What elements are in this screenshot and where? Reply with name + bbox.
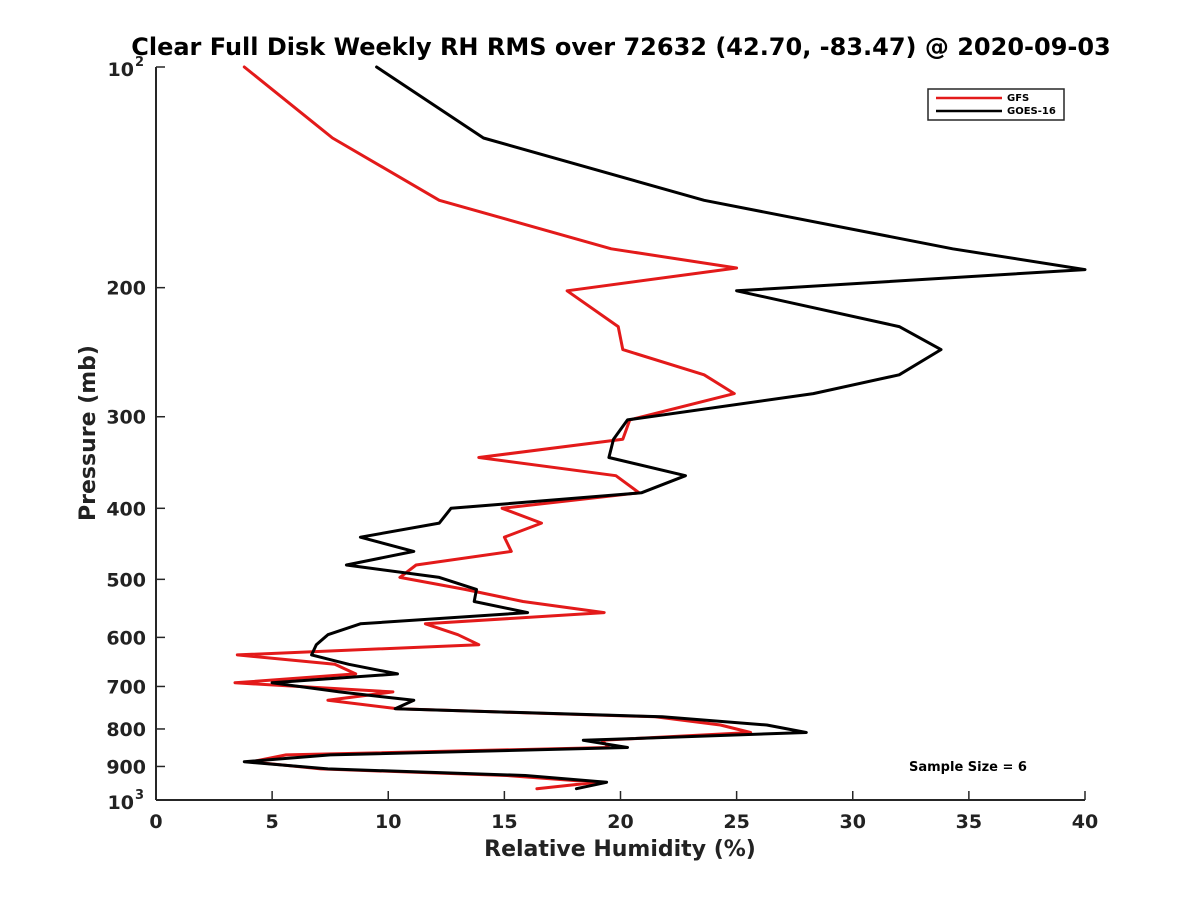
y-tick-label: 600 — [106, 627, 146, 649]
y-axis-label: Pressure (mb) — [76, 345, 101, 521]
y-tick-base: 10 — [108, 59, 134, 81]
x-tick-label: 30 — [840, 811, 866, 833]
y-tick-base: 10 — [108, 792, 134, 814]
y-tick-exponent: 2 — [135, 55, 144, 70]
x-tick-label: 10 — [375, 811, 401, 833]
y-tick-label: 400 — [106, 498, 146, 520]
legend-box — [927, 88, 1065, 121]
y-tick-label: 500 — [106, 569, 146, 591]
series-line-goes16 — [242, 65, 1087, 791]
y-tick-label: 200 — [106, 278, 146, 300]
y-tick-exponent: 3 — [135, 788, 144, 803]
y-tick-label: 700 — [106, 676, 146, 698]
x-tick-label: 35 — [956, 811, 982, 833]
x-tick-label: 5 — [266, 811, 279, 833]
y-tick-label: 300 — [106, 407, 146, 429]
series-layer — [233, 65, 1087, 791]
x-tick-label: 40 — [1072, 811, 1098, 833]
y-tick-label: 800 — [106, 719, 146, 741]
legend: GFS GOES-16 — [927, 88, 1065, 121]
x-tick-label: 25 — [723, 811, 749, 833]
y-tick-label-power: 10 3 — [108, 788, 145, 814]
legend-label-gfs: GFS — [1007, 93, 1029, 104]
legend-label-goes16: GOES-16 — [1007, 106, 1056, 117]
x-tick-label: 20 — [607, 811, 633, 833]
y-tick-label-power: 10 2 — [108, 55, 145, 81]
x-tick-label: 15 — [491, 811, 517, 833]
x-tick-label: 0 — [149, 811, 162, 833]
chart-title: Clear Full Disk Weekly RH RMS over 72632… — [131, 33, 1111, 61]
sample-size-annotation: Sample Size = 6 — [909, 760, 1027, 775]
y-tick-label: 900 — [106, 756, 146, 778]
x-axis-label: Relative Humidity (%) — [484, 837, 756, 862]
x-axis-ticks: 0 5 10 15 20 25 30 35 40 — [149, 791, 1098, 833]
